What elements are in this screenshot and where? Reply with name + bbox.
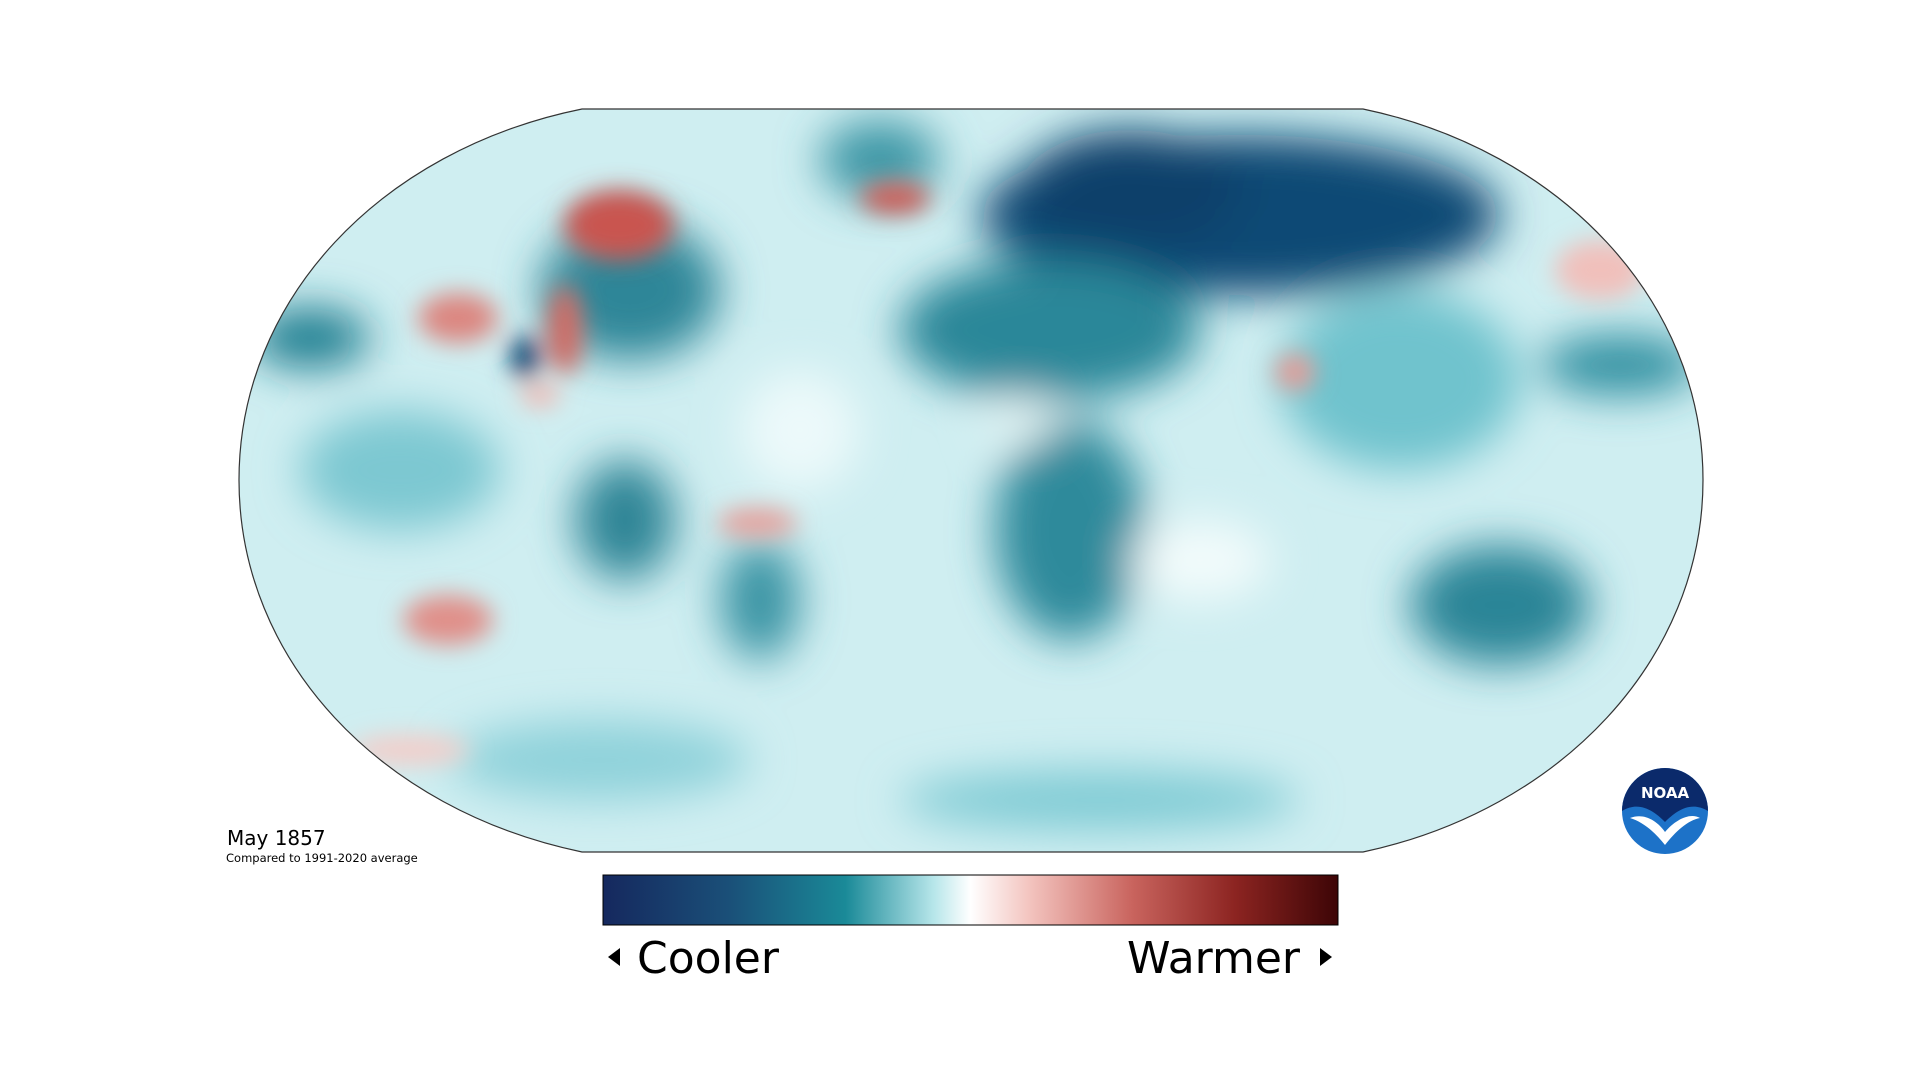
color-bar	[602, 874, 1339, 926]
map-field	[239, 109, 1703, 852]
caption-date: May 1857	[227, 826, 326, 850]
legend-high: Warmer	[1127, 933, 1301, 984]
arrow-left	[608, 948, 620, 966]
map-border	[238, 108, 1704, 853]
arrow-right	[1320, 948, 1332, 966]
caption-note: Compared to 1991-2020 average	[226, 851, 418, 865]
logo-text: NOAA	[1641, 784, 1690, 802]
noaa-logo: NOAA	[1622, 768, 1708, 854]
legend-low: Cooler	[637, 933, 780, 984]
